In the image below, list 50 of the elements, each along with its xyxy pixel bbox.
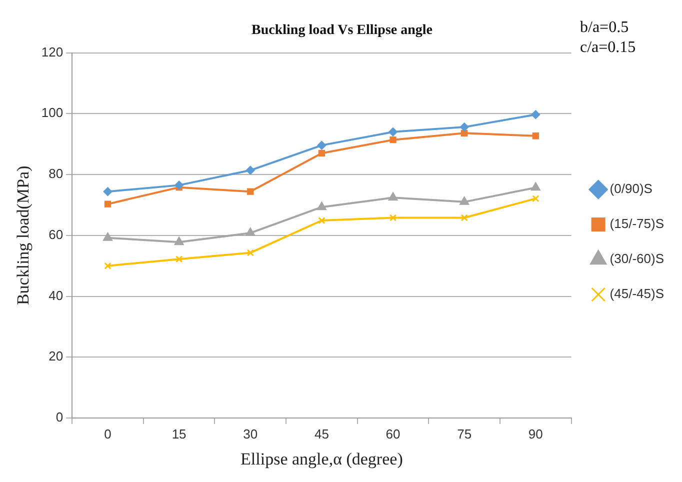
point xyxy=(388,192,398,201)
point xyxy=(317,140,326,150)
point xyxy=(174,180,184,190)
point xyxy=(460,214,468,222)
legend-label: (0/90)S xyxy=(610,181,653,196)
x-tick-label: 30 xyxy=(243,426,258,442)
x-tick-label: 15 xyxy=(172,426,186,442)
point xyxy=(531,110,540,120)
point xyxy=(318,150,326,157)
y-tick-label: 100 xyxy=(41,105,64,120)
chart-title: Buckling load Vs Ellipse angle xyxy=(251,23,433,38)
x-tick-label: 75 xyxy=(457,426,472,442)
y-tick-label: 40 xyxy=(48,288,64,303)
point xyxy=(388,127,398,136)
x-axis-title: Ellipse angle,α (degree) xyxy=(240,449,403,468)
x-tick-label: 45 xyxy=(314,426,329,442)
x-tick-label: 60 xyxy=(386,426,400,442)
point xyxy=(246,166,255,175)
legend-label: (45/-45)S xyxy=(610,286,664,302)
point xyxy=(532,132,539,140)
point xyxy=(460,122,469,132)
y-tick-label: 0 xyxy=(56,410,64,425)
point xyxy=(390,136,396,144)
point xyxy=(460,196,470,205)
point xyxy=(530,182,540,191)
point xyxy=(316,202,327,210)
legend-label: (15/-75)S xyxy=(610,216,664,232)
point xyxy=(532,194,540,202)
point xyxy=(174,236,184,246)
point xyxy=(461,130,468,136)
x-tick-label: 0 xyxy=(104,426,112,442)
y-tick-label: 60 xyxy=(48,226,64,242)
legend-label: (30/-60)S xyxy=(610,251,664,266)
point xyxy=(247,188,254,195)
point xyxy=(246,249,254,256)
point xyxy=(246,227,256,236)
y-tick-label: 120 xyxy=(41,44,64,60)
point xyxy=(175,256,183,263)
point xyxy=(389,214,397,222)
point xyxy=(104,200,112,208)
x-tick-label: 90 xyxy=(528,426,543,442)
point xyxy=(318,216,326,224)
y-axis-title: Buckling load(MPa) xyxy=(14,166,33,306)
text: c/a=0.15 xyxy=(580,38,636,58)
point xyxy=(103,187,112,196)
point xyxy=(102,232,113,241)
point xyxy=(104,262,112,270)
text: b/a=0.5 xyxy=(580,18,630,38)
y-tick-label: 20 xyxy=(48,348,64,364)
y-tick-label: 80 xyxy=(48,166,64,182)
